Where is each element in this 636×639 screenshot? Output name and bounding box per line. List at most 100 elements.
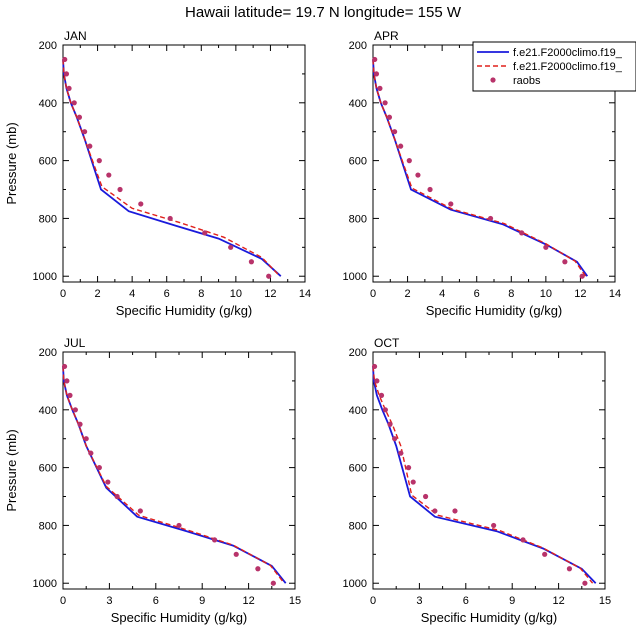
x-tick-label: 0 [370, 595, 376, 607]
raobs-point [543, 244, 549, 250]
x-tick-label: 0 [60, 288, 66, 300]
x-tick-label: 6 [474, 288, 480, 300]
raobs-point [382, 100, 388, 106]
x-tick-label: 2 [95, 288, 101, 300]
x-tick-label: 8 [198, 288, 204, 300]
x-tick-label: 12 [574, 288, 586, 300]
y-tick-label: 200 [349, 347, 367, 359]
legend-box [472, 41, 636, 92]
raobs-point [386, 114, 393, 120]
y-tick-label: 200 [349, 40, 367, 52]
raobs-point [63, 71, 70, 77]
raobs-point [71, 100, 77, 106]
y-tick-label: 1000 [343, 271, 367, 283]
raobs-point [233, 551, 239, 557]
panel-jul: 0 3 6 9 12 15 200 400 600 800 1000 JUL Specific Humi… [4, 336, 301, 625]
x-tick-label: 4 [129, 288, 135, 300]
y-tick-label: 800 [39, 520, 57, 532]
raobs-point [64, 378, 70, 384]
y-tick-label: 600 [39, 156, 57, 168]
raobs-point [374, 378, 380, 384]
legend-label: f.e21.F2000climo.f19_ [513, 47, 623, 59]
raobs-point [405, 465, 412, 471]
raobs-point [372, 56, 378, 63]
y-tick-label: 600 [39, 463, 57, 475]
raobs-point [562, 259, 568, 265]
y-tick-label: 200 [39, 347, 57, 359]
y-tick-label: 1000 [33, 578, 57, 590]
y-tick-label: 600 [349, 463, 367, 475]
raobs-point [448, 201, 454, 207]
panel-label: OCT [374, 336, 400, 350]
raobs-point [88, 450, 94, 456]
raobs-point [377, 85, 383, 91]
model-line-dashed [62, 366, 285, 584]
raobs-point [270, 580, 276, 586]
raobs-point [106, 172, 112, 178]
x-tick-label: 6 [164, 288, 170, 300]
y-tick-label: 800 [39, 213, 57, 225]
panel-apr: 0 2 4 6 8 10 12 14 200 400 600 800 1000 APR Specific H… [343, 29, 622, 318]
legend-label: f.e21.F2000climo.f19_ [513, 61, 623, 73]
x-tick-label: 15 [599, 595, 611, 607]
y-tick-label: 400 [349, 98, 367, 110]
x-tick-label: 12 [552, 595, 564, 607]
raobs-point [382, 407, 388, 413]
x-tick-label: 6 [463, 595, 469, 607]
raobs-point [519, 230, 525, 236]
y-tick-label: 200 [39, 40, 57, 52]
y-tick-label: 600 [349, 156, 367, 168]
x-axis-label: Specific Humidity (g/kg) [111, 610, 248, 625]
x-tick-label: 10 [230, 288, 242, 300]
raobs-point [579, 273, 585, 279]
raobs-point [415, 172, 421, 178]
x-tick-label: 12 [264, 288, 276, 300]
figure-title: Hawaii latitude= 19.7 N longitude= 155 W [185, 4, 462, 21]
panel-label: JAN [64, 29, 87, 43]
raobs-point [392, 129, 398, 135]
raobs-point [432, 508, 438, 514]
raobs-point [520, 537, 526, 543]
raobs-point [406, 158, 412, 164]
x-tick-label: 15 [289, 595, 301, 607]
raobs-point [67, 392, 73, 398]
legend-label: raobs [513, 75, 541, 87]
x-axis-label: Specific Humidity (g/kg) [116, 303, 253, 318]
panel-oct: 0 3 6 9 12 15 200 400 600 800 1000 OCT Specific Humi… [343, 336, 612, 625]
legend-dot-icon [490, 77, 496, 83]
y-tick-label: 1000 [33, 271, 57, 283]
raobs-point [72, 407, 78, 413]
raobs-point [387, 421, 393, 427]
raobs-point [167, 215, 173, 222]
raobs-point [487, 215, 494, 222]
raobs-point [582, 580, 588, 586]
x-tick-label: 6 [153, 595, 159, 607]
raobs-point [96, 158, 102, 164]
raobs-point [255, 566, 261, 572]
y-tick-label: 400 [39, 98, 57, 110]
raobs-point [566, 566, 573, 572]
raobs-point [491, 522, 497, 529]
raobs-point [62, 56, 68, 63]
raobs-point [392, 436, 398, 442]
raobs-point [248, 259, 255, 265]
raobs-point [105, 479, 111, 485]
raobs-point [96, 465, 102, 471]
raobs-point [66, 85, 72, 91]
x-tick-label: 3 [106, 595, 112, 607]
raobs-point [82, 129, 88, 135]
y-tick-label: 400 [39, 405, 57, 417]
raobs-point [83, 436, 89, 442]
y-tick-label: 1000 [343, 578, 367, 590]
x-tick-label: 3 [416, 595, 422, 607]
raobs-point [398, 450, 404, 456]
x-tick-label: 12 [242, 595, 254, 607]
raobs-point [114, 493, 120, 500]
raobs-point [117, 186, 123, 193]
legend: f.e21.F2000climo.f19_ f.e21.F2000climo.f1… [472, 41, 636, 92]
raobs-point [398, 143, 404, 149]
x-tick-label: 0 [370, 288, 376, 300]
plot-frame [62, 44, 306, 283]
raobs-point [266, 273, 272, 279]
